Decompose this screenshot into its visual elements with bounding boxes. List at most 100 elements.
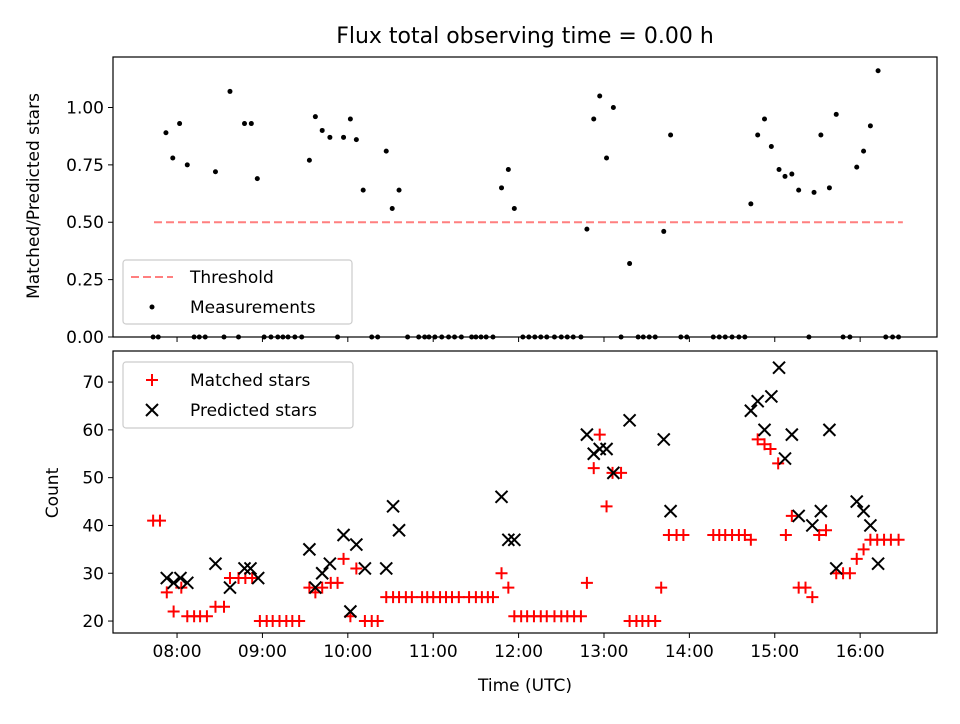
measurement-point [861,148,867,154]
matched-stars-point [337,552,350,565]
matched-stars-point [677,529,690,542]
predicted-stars-point [494,490,509,504]
x-tick-label: 14:00 [665,642,714,662]
bottom-y-tick-label: 70 [82,373,104,393]
matched-stars-point [843,567,856,580]
legend-predicted-swatch [145,403,159,417]
bottom-x-ticks: 08:00 09:00 10:00 11:00 12:00 13:00 14:00 15:00… [153,633,885,662]
measurement-point [826,185,832,191]
top-plot-data [150,68,903,340]
matched-stars-point [371,615,384,628]
measurement-point [867,123,873,129]
measurement-point [789,171,795,177]
x-tick-label: 12:00 [494,642,543,662]
predicted-stars-point [336,528,351,542]
matched-stars-point [502,581,515,594]
predicted-stars-point [392,523,406,537]
matched-stars-point [744,533,757,546]
predicted-stars-point [160,571,174,585]
predicted-stars-point [744,404,758,418]
predicted-stars-point [814,504,828,518]
matched-stars-point [486,591,499,604]
legend-matched-swatch [146,374,158,386]
top-legend: Threshold Measurements [122,259,353,325]
predicted-stars-point [323,556,337,571]
matched-stars-point [331,576,344,589]
measurement-point [748,201,754,207]
measurement-point [163,130,169,136]
x-tick-label: 15:00 [750,642,799,662]
predicted-stars-point [778,451,792,466]
measurement-point [661,228,667,234]
bottom-y-tick-label: 40 [82,516,104,536]
bottom-legend-box [122,361,354,429]
measurement-point [353,137,359,143]
matched-stars-point [772,457,785,470]
measurement-point [833,111,839,117]
predicted-stars-point [358,561,372,576]
bottom-plot-data [147,361,905,628]
matched-stars-point [850,552,863,565]
matched-stars-point [587,462,600,475]
matched-stars-point [580,576,593,589]
predicted-stars-point [166,576,181,590]
measurement-point [511,205,517,211]
matched-stars-point [167,605,180,618]
matched-stars-point [153,514,166,527]
measurement-point [762,116,768,122]
predicted-stars-point [764,389,779,404]
matched-stars-point [806,591,819,604]
x-tick-label: 16:00 [836,642,885,662]
measurement-point [591,116,597,122]
predicted-stars-point [772,361,786,375]
measurement-point [776,166,782,172]
matched-stars-point [200,610,213,623]
measurement-point [755,132,761,138]
x-tick-label: 10:00 [323,642,372,662]
matched-stars-point [495,567,508,580]
measurement-point [212,169,218,175]
matched-stars-point [649,615,662,628]
predicted-stars-point [315,566,329,580]
measurement-point [796,187,802,193]
predicted-stars-point [750,394,765,408]
measurement-point [604,155,610,161]
predicted-stars-point [791,509,806,523]
matched-stars-point [218,600,231,613]
predicted-stars-point [863,518,878,533]
predicted-stars-point [501,533,516,547]
matched-stars-point [764,442,777,455]
measurement-point [177,121,183,127]
predicted-stars-point [173,571,188,585]
predicted-stars-point [580,427,594,442]
predicted-stars-point [599,442,614,456]
x-axis-label: Time (UTC) [477,676,572,696]
measurement-point [383,148,389,154]
predicted-stars-point [251,571,265,585]
measurement-point [584,226,590,232]
measurement-point [327,134,333,140]
matched-stars-point [593,428,606,441]
predicted-stars-point [349,537,364,552]
predicted-stars-point [302,542,317,557]
matched-stars-point [857,543,870,556]
measurement-point [597,93,603,99]
matched-stars-point [799,581,812,594]
top-y-tick-label: 0.25 [66,271,104,291]
measurement-point [389,205,395,211]
measurement-point [319,127,325,133]
matched-stars-point [785,509,798,522]
matched-stars-point [892,533,905,546]
measurement-point [360,187,366,193]
top-legend-box [122,259,353,325]
measurement-point [668,132,674,138]
matched-stars-point [316,581,329,594]
predicted-stars-point [243,561,258,576]
matched-stars-point [819,524,832,537]
bottom-y-tick-label: 30 [82,564,104,584]
predicted-stars-point [822,423,837,437]
predicted-stars-point [850,494,864,509]
legend-measurements-label: Measurements [190,298,316,318]
predicted-stars-point [308,580,323,595]
